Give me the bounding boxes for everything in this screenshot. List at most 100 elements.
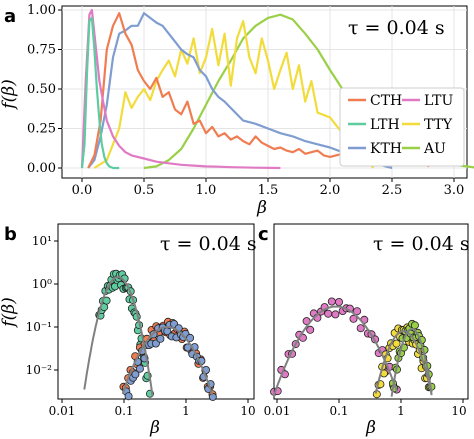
a-xtick-label-2: 1.0 [196, 183, 217, 198]
b-ytick-label-0: 10⁻² [26, 363, 53, 377]
b-xtick-label-2: 1 [182, 404, 190, 418]
a-ytick-label-2: 0.50 [27, 82, 56, 97]
b-point-kth-5 [131, 370, 140, 379]
a-xtick-1: 0.5 [134, 178, 155, 198]
b-ylabel: f(β) [0, 297, 19, 328]
c-fit-line-0 [272, 305, 399, 397]
b-ytick-label-1: 10⁻¹ [26, 320, 52, 334]
a-xtick-label-6: 3.0 [444, 183, 465, 198]
a-xlabel: β [256, 198, 267, 218]
b-xtick-0: 0.01 [49, 399, 76, 418]
panel-c-x-axis: 0.01 0.1 1 10 [264, 399, 467, 418]
a-xtick-6: 3.0 [444, 178, 465, 198]
a-xtick-label-3: 1.5 [258, 183, 279, 198]
a-ytick-label-4: 1.00 [27, 3, 56, 18]
b-xtick-label-3: 10 [240, 404, 255, 418]
legend-label-au: AU [423, 141, 446, 157]
panel-b-letter: b [4, 224, 17, 245]
legend-label-kth: KTH [370, 141, 402, 157]
a-xtick-2: 1.0 [196, 178, 217, 198]
a-line-cth [87, 12, 430, 169]
legend-box [339, 87, 465, 167]
b-fit-line-1 [121, 325, 214, 396]
b-xtick-label-1: 0.1 [114, 404, 133, 418]
a-xtick-label-5: 2.5 [382, 183, 403, 198]
b-point-kth-16 [156, 334, 165, 343]
a-ytick-label-0: 0.00 [27, 161, 56, 176]
b-ytick-label-3: 10¹ [32, 234, 52, 248]
c-point-ltu-18 [324, 309, 333, 318]
a-ytick-label-3: 0.75 [27, 43, 56, 58]
panel-c-letter: c [258, 224, 269, 245]
legend-label-ltu: LTU [424, 93, 453, 109]
panel-c: c 0.01 0.1 1 10 β τ = 0.04 s [258, 223, 470, 438]
c-point-tty-26 [392, 339, 401, 348]
b-xtick-label-0: 0.01 [49, 404, 76, 418]
b-fit-line-0 [83, 276, 154, 397]
b-tau-annotation: τ = 0.04 s [160, 233, 257, 255]
panel-a-letter: a [4, 6, 16, 27]
panel-b-y-axis: 10⁻² 10⁻¹ 10⁰ 10¹ [26, 234, 58, 377]
c-point-ltu-25 [349, 314, 358, 323]
c-point-au-28 [410, 321, 419, 330]
c-xtick-label-3: 10 [451, 404, 466, 418]
b-ytick-0: 10⁻² [26, 363, 58, 377]
a-ylabel: f(β) [0, 79, 19, 110]
panel-a: a 0.0 0.5 1.0 1.5 2.0 2.5 3.0 0.00 0.25 … [0, 3, 474, 218]
a-ytick-4: 1.00 [27, 3, 62, 18]
panel-a-x-axis: 0.0 0.5 1.0 1.5 2.0 2.5 3.0 [72, 178, 465, 198]
b-xlabel: β [149, 418, 160, 438]
a-ytick-label-1: 0.25 [27, 122, 56, 137]
c-point-ltu-27 [356, 324, 365, 333]
panel-a-series [80, 8, 474, 170]
b-xtick-2: 1 [182, 399, 190, 418]
legend-label-lth: LTH [370, 117, 400, 133]
a-xtick-label-0: 0.0 [72, 183, 93, 198]
b-ytick-1: 10⁻¹ [26, 320, 58, 334]
a-xtick-3: 1.5 [258, 178, 279, 198]
panel-b-series [83, 269, 217, 401]
c-tau-annotation: τ = 0.04 s [373, 233, 470, 255]
c-fit-line-2 [390, 327, 433, 397]
a-xtick-0: 0.0 [72, 178, 93, 198]
c-fit-line-1 [374, 330, 433, 396]
b-point-kth-7 [135, 364, 144, 373]
panel-a-y-axis: 0.00 0.25 0.50 0.75 1.00 [27, 3, 62, 176]
c-xtick-0: 0.01 [264, 399, 291, 418]
panel-b-frame [57, 223, 255, 400]
panel-b-x-axis: 0.01 0.1 1 10 [49, 399, 256, 418]
c-xtick-3: 10 [451, 399, 467, 418]
c-xlabel: β [365, 418, 376, 438]
c-point-ltu-20 [331, 310, 340, 319]
legend-label-cth: CTH [370, 93, 402, 109]
b-point-kth-2 [124, 392, 133, 401]
c-xtick-label-2: 1 [397, 404, 405, 418]
b-ytick-3: 10¹ [32, 234, 58, 248]
b-xtick-3: 10 [240, 399, 256, 418]
a-line-tty [93, 20, 375, 169]
a-ytick-3: 0.75 [27, 43, 62, 58]
c-point-ltu-21 [334, 297, 343, 306]
c-xtick-2: 1 [397, 399, 405, 418]
panel-a-legend: CTH LTU LTH TTY KTH AU [339, 87, 465, 167]
c-point-ltu-19 [327, 297, 336, 306]
panel-c-series [270, 297, 436, 399]
a-xtick-4: 2.0 [320, 178, 341, 198]
b-ytick-2: 10⁰ [32, 277, 58, 291]
a-ytick-0: 0.00 [27, 161, 62, 176]
a-xtick-label-4: 2.0 [320, 183, 341, 198]
c-xtick-label-0: 0.01 [264, 404, 291, 418]
a-xtick-5: 2.5 [382, 178, 403, 198]
b-xtick-1: 0.1 [114, 399, 134, 418]
b-ytick-label-2: 10⁰ [32, 277, 52, 291]
a-ytick-2: 0.50 [27, 82, 62, 97]
a-ytick-1: 0.25 [27, 122, 62, 137]
a-tau-annotation: τ = 0.04 s [348, 17, 445, 39]
panel-c-frame [273, 223, 469, 400]
c-xtick-1: 0.1 [329, 399, 349, 418]
a-xtick-label-1: 0.5 [134, 183, 155, 198]
legend-label-tty: TTY [424, 117, 453, 133]
c-xtick-label-1: 0.1 [329, 404, 348, 418]
c-point-ltu-13 [306, 325, 315, 334]
